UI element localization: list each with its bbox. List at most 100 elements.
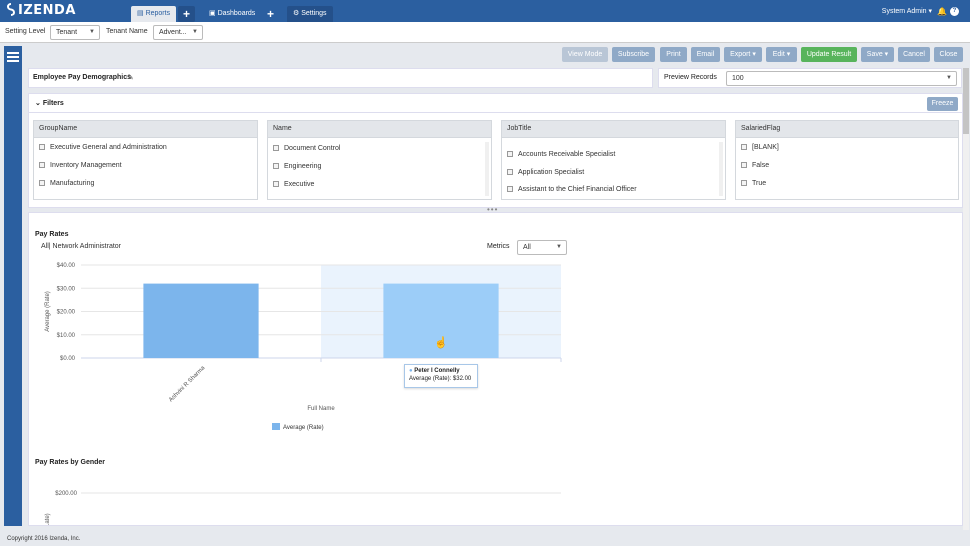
- left-sidebar: [4, 46, 22, 526]
- tenant-name-value: Advent...: [159, 29, 187, 36]
- tab-settings[interactable]: ⚙ Settings: [287, 6, 333, 22]
- y-axis-title: Average (Rate): [45, 291, 51, 332]
- tab-dashboards-label: Dashboards: [217, 10, 256, 17]
- filters-label: Filters: [42, 100, 64, 107]
- report-title: Employee Pay Demographics: [33, 74, 132, 81]
- pay-rates-by-gender-chart: $200.00 ...ate): [45, 491, 561, 526]
- user-menu[interactable]: System Admin ▾: [881, 8, 932, 15]
- checkbox[interactable]: [507, 169, 513, 175]
- filter-list-salariedflag: [BLANK] False True: [735, 138, 959, 200]
- close-button[interactable]: Close: [934, 47, 963, 62]
- filter-option-label: Manufacturing: [50, 180, 95, 187]
- y-axis-title: ...ate): [45, 513, 51, 526]
- preview-records-value: 100: [732, 75, 744, 82]
- filter-option[interactable]: Inventory Management: [39, 162, 122, 169]
- chart-tooltip: ● Peter I Connelly Average (Rate): $32.0…: [404, 364, 478, 388]
- filter-option[interactable]: Application Specialist: [507, 169, 584, 176]
- hand-cursor-icon: ☝: [434, 337, 448, 349]
- filter-option-label: Document Control: [284, 145, 341, 152]
- report-body-panel: Pay Rates All| Network Administrator Met…: [28, 212, 963, 526]
- filters-header: ⌄ Filters Freeze: [28, 93, 963, 113]
- help-icon[interactable]: ?: [950, 7, 959, 16]
- edit-button[interactable]: Edit ▾: [766, 47, 797, 62]
- checkbox[interactable]: [273, 181, 279, 187]
- tooltip-name: Peter I Connelly: [414, 368, 460, 374]
- freeze-button[interactable]: Freeze: [927, 97, 958, 111]
- filter-option[interactable]: Executive: [273, 181, 314, 188]
- tab-reports[interactable]: ▤ Reports: [131, 6, 177, 22]
- filter-option-label: [BLANK]: [752, 144, 779, 151]
- add-dashboard-button[interactable]: +: [266, 7, 274, 21]
- menu-icon[interactable]: [7, 52, 19, 64]
- filter-option[interactable]: Manufacturing: [39, 180, 94, 187]
- tab-settings-label: Settings: [301, 10, 327, 17]
- y-tick-label: $0.00: [60, 356, 76, 362]
- subscribe-button[interactable]: Subscribe: [612, 47, 655, 62]
- checkbox[interactable]: [39, 162, 45, 168]
- chart-breadcrumb[interactable]: All| Network Administrator: [41, 243, 122, 250]
- checkbox[interactable]: [507, 186, 513, 192]
- reports-icon: ▤: [137, 10, 146, 17]
- cancel-button[interactable]: Cancel: [898, 47, 930, 62]
- checkbox[interactable]: [273, 145, 279, 151]
- filter-option-label: Inventory Management: [50, 162, 122, 169]
- page-scrollbar[interactable]: [963, 68, 969, 530]
- checkbox[interactable]: [273, 163, 279, 169]
- legend-swatch: [272, 423, 280, 430]
- preview-records-select[interactable]: 100 ▼: [726, 71, 957, 86]
- filter-scrollbar[interactable]: [485, 142, 489, 196]
- update-result-button[interactable]: Update Result: [801, 47, 857, 62]
- filter-option-label: Accounts Receivable Specialist: [518, 151, 616, 158]
- bell-icon[interactable]: 🔔: [937, 7, 947, 16]
- filter-header-jobtitle: JobTitle: [501, 120, 726, 138]
- metrics-value: All: [523, 244, 531, 251]
- legend[interactable]: Average (Rate): [272, 423, 402, 431]
- checkbox[interactable]: [741, 144, 747, 150]
- checkbox[interactable]: [741, 162, 747, 168]
- tab-dashboards[interactable]: ▣ Dashboards: [203, 6, 261, 22]
- metrics-select[interactable]: All ▼: [517, 240, 567, 255]
- save-button[interactable]: Save ▾: [861, 47, 894, 62]
- y-tick-label: $40.00: [57, 263, 76, 269]
- y-tick-label: $10.00: [57, 333, 76, 339]
- filter-option[interactable]: Document Control: [273, 145, 340, 152]
- chevron-down-icon: ▼: [556, 244, 562, 250]
- izenda-logo[interactable]: IZENDA: [6, 3, 76, 18]
- filter-option[interactable]: False: [741, 162, 769, 169]
- filter-header-groupname: GroupName: [33, 120, 258, 138]
- gear-icon: ⚙: [293, 10, 302, 17]
- setting-level-select[interactable]: Tenant ▼: [50, 25, 100, 40]
- preview-records-panel: Preview Records 100 ▼: [658, 68, 962, 88]
- add-report-button[interactable]: +: [178, 6, 195, 22]
- filter-scrollbar[interactable]: [719, 142, 723, 196]
- bar: [383, 283, 499, 358]
- setting-level-value: Tenant: [56, 29, 78, 36]
- checkbox[interactable]: [741, 180, 747, 186]
- filter-option[interactable]: Assistant to the Chief Financial Officer: [507, 186, 637, 193]
- filter-option[interactable]: True: [741, 180, 766, 187]
- print-button[interactable]: Print: [660, 47, 687, 62]
- filter-option[interactable]: Accounts Receivable Specialist: [507, 151, 615, 158]
- filter-option-label: Executive: [284, 181, 315, 188]
- y-tick-label: $200.00: [55, 491, 77, 497]
- filter-option[interactable]: [BLANK]: [741, 144, 779, 151]
- filters-toggle[interactable]: ⌄ Filters: [35, 99, 64, 107]
- email-button[interactable]: Email: [691, 47, 720, 62]
- view-mode-button[interactable]: View Mode: [562, 47, 608, 62]
- export-button[interactable]: Export ▾: [724, 47, 762, 62]
- checkbox[interactable]: [507, 151, 513, 157]
- chart-title-pay-rates: Pay Rates: [35, 231, 69, 238]
- resize-handle[interactable]: •••: [487, 205, 499, 214]
- checkbox[interactable]: [39, 180, 45, 186]
- y-tick-label: $20.00: [57, 310, 76, 316]
- dashboards-icon: ▣: [209, 10, 218, 17]
- filter-option[interactable]: Executive General and Administration: [39, 144, 167, 151]
- filter-option[interactable]: Engineering: [273, 163, 321, 170]
- scrollbar-thumb[interactable]: [963, 68, 969, 134]
- checkbox[interactable]: [39, 144, 45, 150]
- pencil-icon[interactable]: ✎: [127, 73, 134, 82]
- filter-option-label: Application Specialist: [518, 169, 585, 176]
- tenant-name-select[interactable]: Advent... ▼: [153, 25, 203, 40]
- preview-records-label: Preview Records: [664, 74, 717, 81]
- filter-option-label: False: [752, 162, 770, 169]
